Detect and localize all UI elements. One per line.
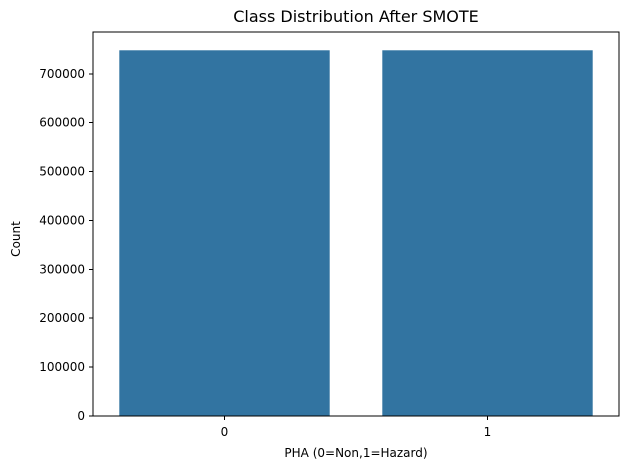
y-tick-label: 700000 <box>39 67 85 81</box>
y-tick-label: 400000 <box>39 213 85 227</box>
bars-layer <box>119 50 593 417</box>
x-tick-label: 0 <box>221 425 229 439</box>
plot-frame <box>92 31 620 417</box>
bar-0 <box>119 50 330 417</box>
y-tick-label: 500000 <box>39 165 85 179</box>
y-tick-label: 200000 <box>39 311 85 325</box>
chart-title: Class Distribution After SMOTE <box>233 7 479 26</box>
y-tick-label: 600000 <box>39 116 85 130</box>
y-tick-label: 100000 <box>39 360 85 374</box>
x-axis-label: PHA (0=Non,1=Hazard) <box>284 446 427 460</box>
y-axis-label: Count <box>9 221 23 257</box>
y-tick-label: 300000 <box>39 262 85 276</box>
y-axis-ticks: 0 100000 200000 300000 400000 500000 600000 700… <box>39 67 93 423</box>
y-tick-label: 0 <box>77 409 85 423</box>
bar-1 <box>382 50 593 417</box>
x-tick-label: 1 <box>484 425 492 439</box>
